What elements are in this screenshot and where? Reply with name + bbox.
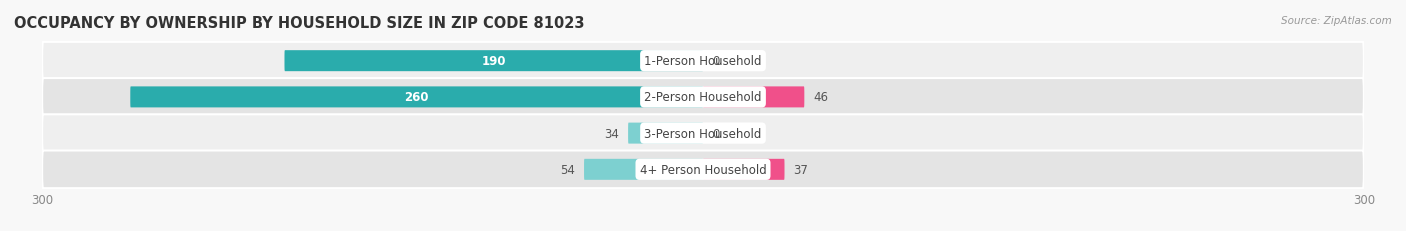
Text: OCCUPANCY BY OWNERSHIP BY HOUSEHOLD SIZE IN ZIP CODE 81023: OCCUPANCY BY OWNERSHIP BY HOUSEHOLD SIZE… xyxy=(14,16,585,31)
Text: 54: 54 xyxy=(561,163,575,176)
FancyBboxPatch shape xyxy=(703,159,785,180)
Text: Source: ZipAtlas.com: Source: ZipAtlas.com xyxy=(1281,16,1392,26)
FancyBboxPatch shape xyxy=(628,123,703,144)
FancyBboxPatch shape xyxy=(42,43,1364,80)
Text: 46: 46 xyxy=(813,91,828,104)
Text: 0: 0 xyxy=(711,55,720,68)
Text: 4+ Person Household: 4+ Person Household xyxy=(640,163,766,176)
Text: 37: 37 xyxy=(793,163,808,176)
Text: 0: 0 xyxy=(711,127,720,140)
FancyBboxPatch shape xyxy=(42,115,1364,152)
FancyBboxPatch shape xyxy=(284,51,703,72)
Text: 1-Person Household: 1-Person Household xyxy=(644,55,762,68)
Text: 3-Person Household: 3-Person Household xyxy=(644,127,762,140)
FancyBboxPatch shape xyxy=(131,87,703,108)
Text: 260: 260 xyxy=(405,91,429,104)
Text: 2-Person Household: 2-Person Household xyxy=(644,91,762,104)
FancyBboxPatch shape xyxy=(583,159,703,180)
FancyBboxPatch shape xyxy=(42,79,1364,116)
Text: 34: 34 xyxy=(605,127,619,140)
Text: 190: 190 xyxy=(481,55,506,68)
FancyBboxPatch shape xyxy=(703,87,804,108)
FancyBboxPatch shape xyxy=(42,151,1364,188)
